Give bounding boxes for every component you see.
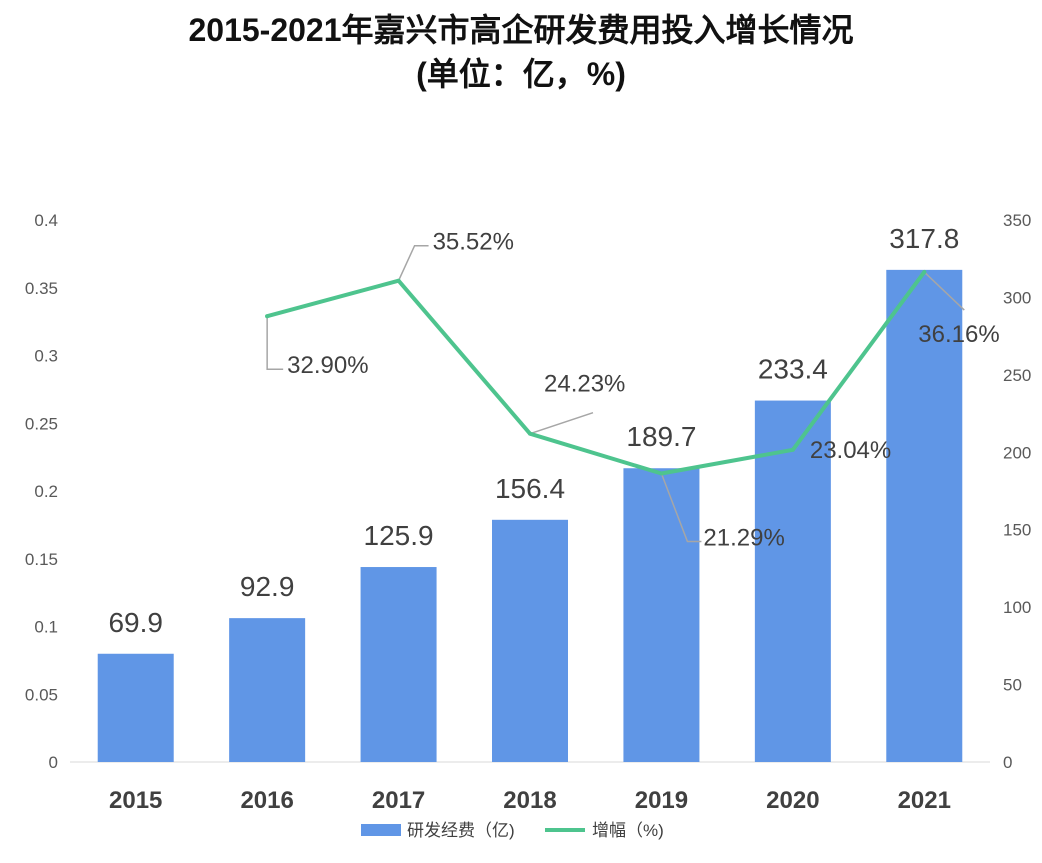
- bar-series: [97, 269, 963, 762]
- bar: [623, 468, 700, 762]
- left-tick-label: 0.35: [25, 279, 58, 298]
- leader-line: [529, 411, 594, 435]
- line-point: [659, 471, 664, 476]
- category-label: 2020: [766, 787, 819, 814]
- left-tick-label: 0.05: [25, 685, 58, 704]
- chart-title-line2: (单位：亿，%): [416, 56, 626, 92]
- bar: [886, 269, 963, 762]
- growth-value-label: 21.29%: [703, 525, 784, 552]
- line-point: [790, 447, 795, 452]
- growth-value-label: 36.16%: [918, 321, 999, 348]
- bar-value-label: 233.4: [758, 354, 828, 385]
- growth-value-label: 35.52%: [433, 229, 514, 256]
- right-tick-label: 150: [1003, 521, 1031, 540]
- leader-line: [266, 316, 284, 370]
- legend: 研发经费（亿) 增幅（%): [361, 821, 664, 840]
- legend-swatch-bar: [361, 824, 401, 836]
- x-axis-categories: 2015 2016 2017 2018 2019 2020 2021: [109, 787, 951, 814]
- left-tick-label: 0.25: [25, 414, 58, 433]
- left-tick-label: 0.3: [34, 347, 58, 366]
- line-point: [922, 270, 927, 275]
- bar: [229, 618, 306, 762]
- leader-line: [660, 473, 702, 543]
- bar: [97, 653, 174, 762]
- growth-value-label: 32.90%: [287, 352, 368, 379]
- bar: [492, 519, 568, 762]
- bar-value-label: 92.9: [240, 571, 295, 602]
- left-axis: 0 0.05 0.1 0.15 0.2 0.25 0.3 0.35 0.4: [25, 211, 58, 772]
- category-label: 2015: [109, 787, 162, 814]
- bar-value-label: 125.9: [364, 520, 434, 551]
- category-label: 2016: [240, 787, 293, 814]
- line-point: [528, 431, 532, 436]
- right-tick-label: 100: [1003, 598, 1031, 617]
- line-point: [265, 314, 270, 319]
- leader-line: [397, 244, 429, 282]
- line-data-labels: 32.90% 35.52% 24.23% 21.29% 23.04% 36.16%: [287, 229, 1000, 552]
- bar-value-label: 69.9: [108, 607, 163, 638]
- right-tick-label: 50: [1003, 676, 1022, 695]
- right-tick-label: 0: [1003, 753, 1012, 772]
- leader-lines: [266, 244, 965, 543]
- bar: [360, 567, 437, 762]
- category-label: 2021: [898, 787, 951, 814]
- right-tick-label: 350: [1003, 211, 1031, 230]
- bar-data-labels: 69.9 92.9 125.9 156.4 189.7 233.4 317.8: [108, 223, 959, 638]
- line-point: [396, 278, 401, 283]
- category-label: 2017: [372, 787, 425, 814]
- right-tick-label: 200: [1003, 443, 1031, 462]
- bar-value-label: 317.8: [889, 223, 959, 254]
- category-label: 2019: [635, 787, 688, 814]
- line-series: [265, 270, 927, 476]
- growth-value-label: 23.04%: [810, 437, 891, 464]
- right-tick-label: 300: [1003, 288, 1031, 307]
- left-tick-label: 0.2: [34, 482, 58, 501]
- legend-label-line: 增幅（%): [592, 821, 664, 840]
- growth-line: [265, 270, 927, 476]
- right-axis: 0 50 100 150 200 250 300 350: [1003, 211, 1031, 772]
- bar-value-label: 189.7: [626, 421, 696, 452]
- right-tick-label: 250: [1003, 366, 1031, 385]
- chart-title: 2015-2021年嘉兴市高企研发费用投入增长情况 (单位：亿，%): [0, 8, 1042, 96]
- bar: [754, 400, 831, 762]
- category-label: 2018: [503, 787, 556, 814]
- left-tick-label: 0: [49, 753, 58, 772]
- leader-line: [923, 271, 965, 311]
- bar-value-label: 156.4: [495, 473, 565, 504]
- chart-title-line1: 2015-2021年嘉兴市高企研发费用投入增长情况: [188, 12, 854, 48]
- legend-label-bar: 研发经费（亿): [407, 821, 515, 840]
- left-tick-label: 0.4: [34, 211, 58, 230]
- growth-value-label: 24.23%: [544, 371, 625, 398]
- left-tick-label: 0.1: [34, 618, 58, 637]
- left-tick-label: 0.15: [25, 550, 58, 569]
